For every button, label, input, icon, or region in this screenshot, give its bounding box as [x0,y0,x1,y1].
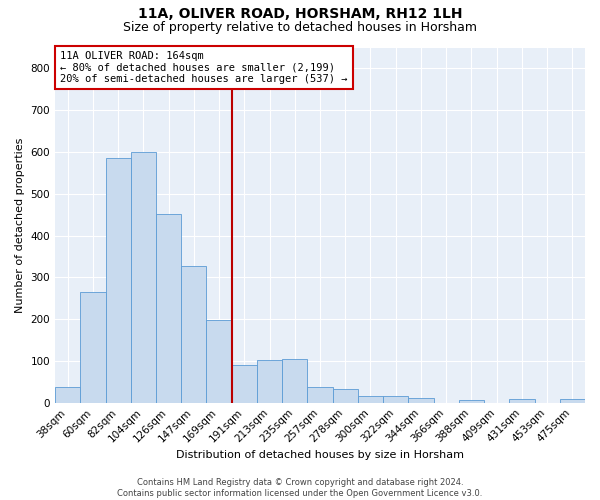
Y-axis label: Number of detached properties: Number of detached properties [15,138,25,313]
Bar [55,387,80,402]
Bar [257,360,282,403]
Bar [156,214,181,402]
Bar [206,320,232,402]
X-axis label: Distribution of detached houses by size in Horsham: Distribution of detached houses by size … [176,450,464,460]
Bar [307,387,332,402]
Bar [131,152,156,403]
Bar [459,400,484,402]
Bar [232,365,257,403]
Text: Contains HM Land Registry data © Crown copyright and database right 2024.
Contai: Contains HM Land Registry data © Crown c… [118,478,482,498]
Bar [332,389,358,402]
Bar [409,398,434,402]
Bar [509,398,535,402]
Text: 11A OLIVER ROAD: 164sqm
← 80% of detached houses are smaller (2,199)
20% of semi: 11A OLIVER ROAD: 164sqm ← 80% of detache… [61,51,348,84]
Bar [181,266,206,402]
Bar [282,360,307,403]
Bar [383,396,409,402]
Bar [106,158,131,402]
Bar [560,400,585,402]
Bar [358,396,383,402]
Text: 11A, OLIVER ROAD, HORSHAM, RH12 1LH: 11A, OLIVER ROAD, HORSHAM, RH12 1LH [138,8,462,22]
Bar [80,292,106,403]
Text: Size of property relative to detached houses in Horsham: Size of property relative to detached ho… [123,21,477,34]
